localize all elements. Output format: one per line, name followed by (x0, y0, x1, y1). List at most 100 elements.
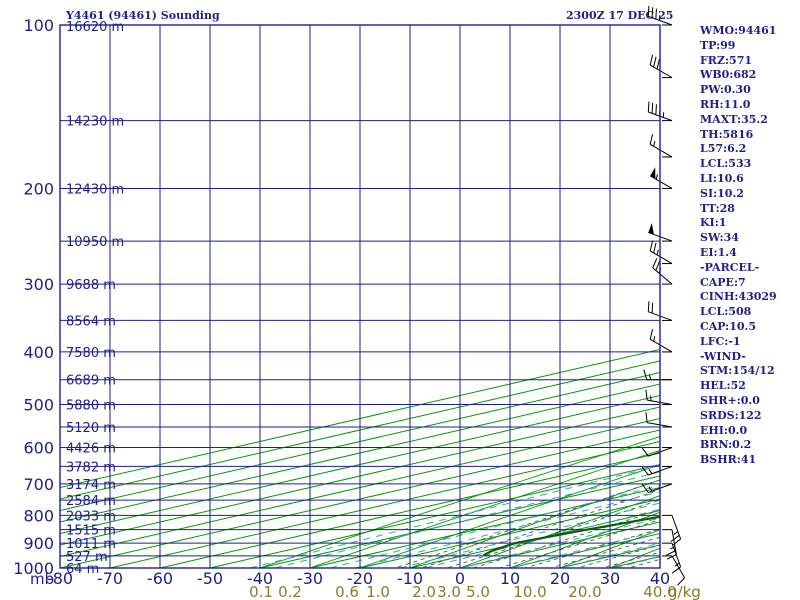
height-label: 5120 m (66, 421, 116, 436)
wind-barb-half-feather (648, 469, 653, 474)
temperature-tick-label: 10 (500, 569, 520, 588)
height-label: 527 m (66, 550, 108, 565)
mixing-ratio-label: 1.0 (366, 583, 390, 600)
height-label: 9688 m (66, 278, 116, 293)
index-item: SW:34 (700, 231, 739, 245)
dry-adiabat (408, 479, 660, 568)
temperature-tick-label: -50 (197, 569, 223, 588)
index-item: TP:99 (700, 38, 736, 52)
index-item: MAXT:35.2 (700, 112, 768, 126)
mixing-ratio-line (249, 464, 660, 568)
isotherm-line (60, 417, 660, 558)
isotherm-line (60, 371, 660, 512)
plot-frame (59, 24, 661, 569)
mixing-ratio-line (329, 484, 660, 568)
wind-barb-staff (648, 15, 673, 26)
index-item: LFC:-1 (700, 334, 741, 348)
pressure-tick-label: 400 (23, 343, 54, 362)
wind-barb (649, 329, 673, 353)
wind-barb-feather (666, 554, 677, 560)
height-label: 64 m (66, 562, 99, 577)
wind-barb-feather (656, 58, 660, 70)
isotherm-line (60, 429, 660, 568)
wind-barb (662, 514, 682, 546)
wind-barb-feather (649, 134, 654, 145)
height-label: 14230 m (66, 115, 124, 130)
mixing-ratio-label: 5.0 (466, 583, 490, 600)
mixing-ratio-label: 0.6 (335, 583, 359, 600)
index-item: LCL:533 (700, 157, 752, 171)
wind-barb-feather (645, 389, 648, 401)
temperature-tick-label: 20 (550, 569, 570, 588)
height-label: 2033 m (66, 509, 116, 524)
wind-barb-feather (641, 447, 649, 457)
index-item: PW:0.30 (700, 83, 751, 97)
index-item: SRDS:122 (700, 408, 762, 422)
height-label: 3174 m (66, 478, 116, 493)
wind-barb-feather (670, 534, 680, 542)
index-item: CINH:43029 (700, 290, 777, 304)
mixing-ratio-label: 3.0 (437, 583, 461, 600)
wind-barb-feather (641, 466, 649, 476)
mixing-ratio-label: 10.0 (513, 583, 546, 600)
wind-barb-feather (652, 258, 658, 269)
temperature-tick-label: -80 (47, 569, 73, 588)
dry-adiabat (508, 511, 660, 568)
height-label: 6689 m (66, 374, 116, 389)
index-item: -WIND- (700, 349, 746, 363)
wind-barb-flag (650, 167, 656, 179)
wind-barb-staff (649, 143, 673, 158)
wind-barb-feather (647, 301, 650, 312)
pressure-tick-label: 100 (23, 16, 54, 35)
wind-barb-half-feather (648, 486, 653, 492)
wind-barb-feather (641, 483, 649, 493)
isotherm-line (60, 383, 660, 523)
index-item: EI:1.4 (700, 245, 737, 259)
wind-barb-feather (653, 242, 657, 254)
height-label: 16620 m (66, 20, 124, 35)
temperature-tick-label: 40 (650, 569, 670, 588)
index-item: BRN:0.2 (700, 438, 752, 452)
index-item: WMO:94461 (700, 24, 777, 37)
wind-barb-staff (671, 542, 682, 568)
wind-barb-half-feather (656, 249, 659, 256)
index-item: CAPE:7 (700, 275, 746, 289)
wind-barb-staff (649, 338, 673, 353)
temperature-tick-label: -40 (247, 569, 273, 588)
wind-barb-feather (649, 240, 654, 252)
mixing-ratio-line (399, 502, 660, 568)
index-item: CAP:10.5 (700, 319, 757, 333)
wind-barb-half-feather (650, 395, 652, 401)
index-item: TH:5816 (700, 127, 754, 141)
pressure-tick-label: 900 (23, 534, 54, 553)
mixing-ratio-label: 0.1 (249, 583, 273, 600)
index-item: SI:10.2 (700, 186, 744, 200)
wind-barb-feather (643, 369, 648, 380)
wind-barb-staff (649, 64, 673, 79)
wind-barb (649, 240, 673, 265)
mixing-ratio-label: 2.0 (412, 583, 436, 600)
index-item: EHI:0.0 (700, 423, 748, 437)
pressure-unit-label: mb (30, 570, 54, 588)
wind-barb-half-feather (653, 141, 656, 147)
index-item: FRZ:571 (700, 53, 753, 67)
isotherm-line (60, 394, 660, 535)
height-label: 10950 m (66, 235, 124, 250)
wind-barb-feather (677, 577, 685, 586)
wind-barb-feather (645, 412, 648, 423)
wind-barb-feather (651, 302, 654, 314)
isotherm-line (157, 452, 660, 568)
mixing-ratio-line (274, 471, 660, 568)
mixing-ratio-unit: g/kg (668, 583, 701, 600)
index-item: STM:154/12 (700, 364, 775, 378)
wind-barb-staff (652, 267, 673, 285)
wind-barb-half-feather (653, 336, 656, 342)
pressure-tick-label: 700 (23, 475, 54, 494)
index-item: -PARCEL- (700, 260, 760, 274)
wind-barb-feather (647, 5, 650, 17)
index-item: BSHR:41 (700, 453, 757, 467)
mixing-ratio-line (354, 491, 660, 568)
wind-barb (662, 555, 686, 586)
pressure-tick-label: 1000 (13, 559, 54, 578)
